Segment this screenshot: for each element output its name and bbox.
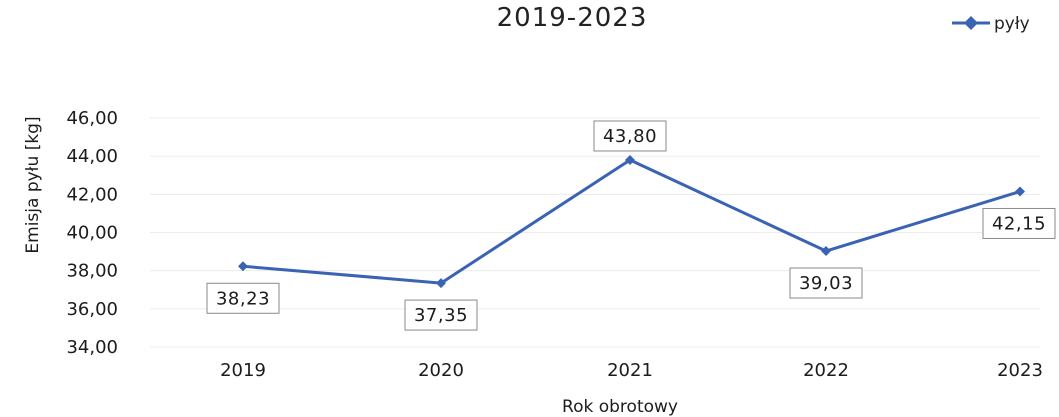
data-point-marker (821, 246, 831, 257)
legend: pyły (952, 14, 1030, 34)
y-tick-label: 36,00 (66, 299, 118, 320)
data-point-marker (436, 278, 446, 289)
gridlines (150, 117, 1040, 348)
series-line (242, 158, 1021, 285)
y-tick-label: 34,00 (66, 337, 118, 358)
series-pyly (238, 154, 1025, 289)
data-labels: 38,23 37,35 43,80 39,03 42,15 (206, 120, 1056, 331)
legend-label: pyły (994, 14, 1030, 34)
y-tick-label: 46,00 (66, 108, 118, 129)
y-tick-label: 40,00 (66, 223, 118, 244)
data-label: 42,15 (992, 213, 1046, 234)
data-label: 43,80 (603, 126, 657, 147)
y-axis-ticks: 34,00 36,00 38,00 40,00 42,00 44,00 46,00 (66, 108, 118, 358)
data-label-box (206, 282, 280, 314)
data-label: 38,23 (216, 288, 270, 309)
x-tick-label: 2023 (997, 360, 1043, 381)
x-tick-label: 2021 (607, 360, 653, 381)
x-axis-ticks: 2019 2020 2021 2022 2023 (220, 360, 1043, 381)
data-label-box (593, 120, 667, 152)
x-tick-label: 2019 (220, 360, 266, 381)
data-label: 39,03 (799, 273, 853, 294)
chart-title: 2019-2023 (497, 3, 648, 33)
y-tick-label: 38,00 (66, 261, 118, 282)
data-point-marker (1015, 186, 1025, 197)
y-tick-label: 42,00 (66, 184, 118, 205)
x-axis-title: Rok obrotowy (562, 397, 678, 417)
data-label: 37,35 (414, 305, 468, 326)
data-label-box (404, 299, 478, 331)
x-tick-label: 2020 (418, 360, 464, 381)
x-tick-label: 2022 (803, 360, 849, 381)
y-axis-title: Emisja pyłu [kg] (23, 116, 43, 253)
y-tick-label: 44,00 (66, 146, 118, 167)
data-label-box (789, 267, 863, 299)
data-label-box (982, 207, 1056, 239)
data-point-marker (238, 261, 248, 272)
data-point-marker (625, 154, 635, 165)
legend-marker (964, 16, 978, 30)
